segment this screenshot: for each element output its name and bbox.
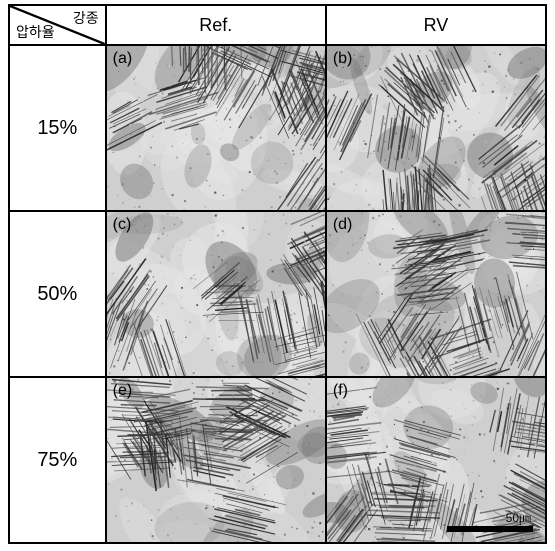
row-label: 50%	[9, 211, 106, 377]
micrograph-figure: 강종 압하율 Ref. RV 15% (a) (b)	[0, 0, 555, 551]
micrograph: (a)	[107, 46, 325, 210]
micrograph: (e)	[107, 378, 325, 542]
panel-label: (f)	[333, 382, 348, 400]
panel-label: (b)	[333, 50, 353, 68]
panel-label: (e)	[113, 382, 133, 400]
table-row: 15% (a) (b)	[9, 45, 546, 211]
col-header-rv: RV	[326, 5, 546, 45]
micrograph: (d)	[327, 212, 545, 376]
row-label: 75%	[9, 377, 106, 543]
micrograph: (f) 50㎛	[327, 378, 545, 542]
table-body: 15% (a) (b) 50% (c)	[9, 45, 546, 543]
header-row: 강종 압하율 Ref. RV	[9, 5, 546, 45]
micrograph-cell: (d)	[326, 211, 546, 377]
panel-label: (d)	[333, 216, 353, 234]
col-header-ref: Ref.	[106, 5, 326, 45]
corner-top-label: 강종	[73, 8, 99, 28]
scale-bar: 50㎛	[447, 527, 533, 532]
micrograph-table: 강종 압하율 Ref. RV 15% (a) (b)	[8, 4, 547, 544]
micrograph: (c)	[107, 212, 325, 376]
scale-bar-line	[447, 526, 533, 532]
corner-bottom-label: 압하율	[16, 22, 55, 42]
panel-label: (a)	[113, 50, 133, 68]
micrograph-cell: (a)	[106, 45, 326, 211]
micrograph-cell: (c)	[106, 211, 326, 377]
table-row: 50% (c) (d)	[9, 211, 546, 377]
micrograph: (b)	[327, 46, 545, 210]
row-label: 15%	[9, 45, 106, 211]
micrograph-cell: (f) 50㎛	[326, 377, 546, 543]
micrograph-cell: (e)	[106, 377, 326, 543]
micrograph-cell: (b)	[326, 45, 546, 211]
corner-cell: 강종 압하율	[9, 5, 106, 45]
panel-label: (c)	[113, 216, 132, 234]
scale-text: 50㎛	[506, 509, 531, 526]
table-row: 75% (e) (f) 50㎛	[9, 377, 546, 543]
